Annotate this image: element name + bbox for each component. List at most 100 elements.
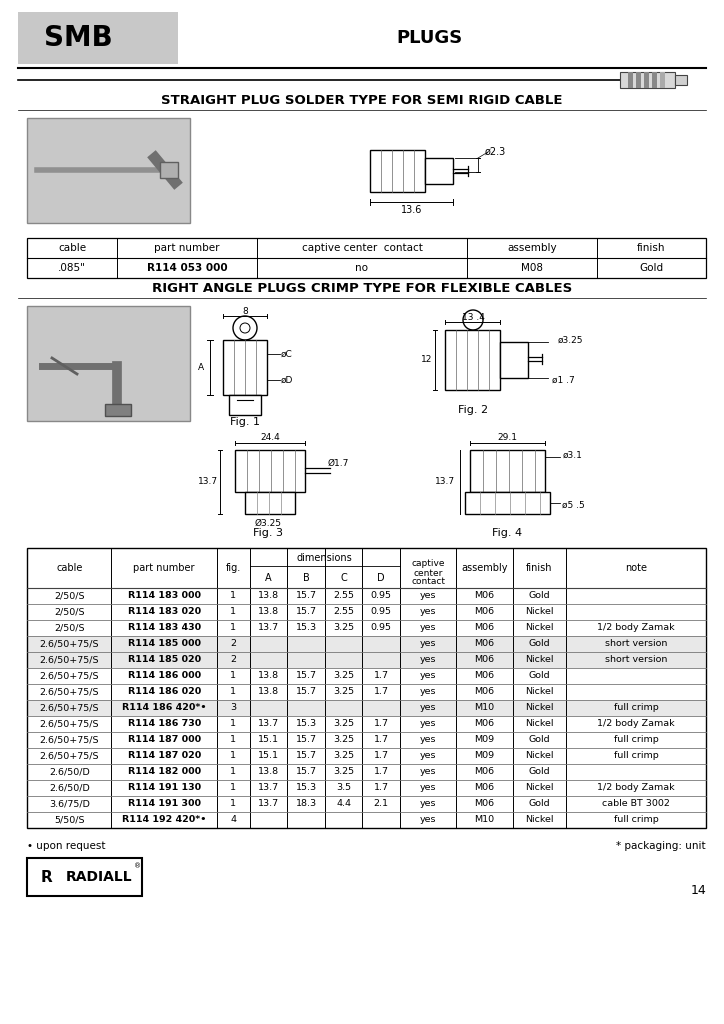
- Text: 1.7: 1.7: [374, 735, 389, 744]
- Bar: [245, 492, 295, 514]
- Text: .085": .085": [58, 263, 86, 273]
- Text: 2.6/50+75/S: 2.6/50+75/S: [40, 687, 99, 696]
- Bar: [235, 450, 305, 492]
- Text: • upon request: • upon request: [27, 841, 106, 851]
- Text: contact: contact: [411, 578, 445, 587]
- Text: RADIALL: RADIALL: [66, 870, 132, 884]
- Text: ø5 .5: ø5 .5: [562, 501, 584, 510]
- Text: 2/50/S: 2/50/S: [54, 592, 85, 600]
- Text: 13.7: 13.7: [258, 720, 279, 728]
- Text: 2.6/50+75/S: 2.6/50+75/S: [40, 672, 99, 681]
- Bar: [500, 342, 528, 378]
- Text: R114 191 300: R114 191 300: [127, 800, 201, 809]
- Text: yes: yes: [420, 640, 437, 648]
- Text: 13.6: 13.6: [401, 205, 423, 215]
- Text: Nickel: Nickel: [525, 783, 554, 793]
- Bar: [370, 150, 425, 193]
- Text: 15.3: 15.3: [295, 720, 316, 728]
- Text: Nickel: Nickel: [525, 607, 554, 616]
- Text: M06: M06: [474, 624, 494, 633]
- Text: 1/2 body Zamak: 1/2 body Zamak: [597, 624, 675, 633]
- Text: short version: short version: [605, 640, 668, 648]
- Text: center: center: [413, 568, 443, 578]
- Text: 1.7: 1.7: [374, 768, 389, 776]
- Text: yes: yes: [420, 703, 437, 713]
- Text: 13.7: 13.7: [198, 477, 218, 486]
- Text: Fig. 1: Fig. 1: [230, 417, 260, 427]
- Text: 2/50/S: 2/50/S: [54, 624, 85, 633]
- Text: full crimp: full crimp: [614, 815, 659, 824]
- Text: ø3.25: ø3.25: [557, 336, 583, 344]
- Text: 15.1: 15.1: [258, 752, 279, 761]
- Text: 3.25: 3.25: [333, 768, 354, 776]
- Text: R114 191 130: R114 191 130: [127, 783, 201, 793]
- Text: 1: 1: [230, 607, 237, 616]
- Bar: [27, 548, 706, 828]
- Text: Nickel: Nickel: [525, 624, 554, 633]
- Text: R114 186 000: R114 186 000: [127, 672, 201, 681]
- Text: Fig. 4: Fig. 4: [492, 528, 522, 538]
- Text: fig.: fig.: [226, 563, 241, 573]
- Text: R114 187 000: R114 187 000: [127, 735, 201, 744]
- Bar: [652, 72, 657, 88]
- Text: M06: M06: [474, 687, 494, 696]
- Text: M06: M06: [474, 783, 494, 793]
- Text: Nickel: Nickel: [525, 720, 554, 728]
- Text: øD: øD: [281, 376, 293, 384]
- Text: 1.7: 1.7: [374, 752, 389, 761]
- Text: 13.7: 13.7: [258, 783, 279, 793]
- Text: yes: yes: [420, 607, 437, 616]
- Text: A: A: [265, 573, 272, 583]
- Text: M06: M06: [474, 592, 494, 600]
- Text: D: D: [377, 573, 385, 583]
- Bar: [620, 72, 675, 88]
- Text: 1: 1: [230, 783, 237, 793]
- Text: 4: 4: [230, 815, 237, 824]
- Text: R114 183 000: R114 183 000: [127, 592, 201, 600]
- Text: 1/2 body Zamak: 1/2 body Zamak: [597, 783, 675, 793]
- Text: part number: part number: [133, 563, 195, 573]
- Text: 1.7: 1.7: [374, 687, 389, 696]
- Text: Nickel: Nickel: [525, 687, 554, 696]
- Text: 13.7: 13.7: [258, 624, 279, 633]
- Text: 2: 2: [230, 655, 237, 665]
- Text: R114 186 020: R114 186 020: [127, 687, 201, 696]
- Text: R114 053 000: R114 053 000: [147, 263, 227, 273]
- Text: 15.7: 15.7: [295, 735, 316, 744]
- Text: R114 182 000: R114 182 000: [127, 768, 201, 776]
- Text: yes: yes: [420, 800, 437, 809]
- Text: 13.8: 13.8: [258, 672, 279, 681]
- Text: 2.6/50+75/S: 2.6/50+75/S: [40, 640, 99, 648]
- Bar: [27, 306, 190, 421]
- Text: 15.7: 15.7: [295, 752, 316, 761]
- Bar: [105, 404, 131, 416]
- Text: 1: 1: [230, 624, 237, 633]
- Text: Nickel: Nickel: [525, 752, 554, 761]
- Text: 13.8: 13.8: [258, 768, 279, 776]
- Bar: [660, 72, 665, 88]
- Text: captive center  contact: captive center contact: [302, 243, 422, 253]
- Text: full crimp: full crimp: [614, 703, 659, 713]
- Text: Nickel: Nickel: [525, 703, 554, 713]
- Text: C: C: [340, 573, 347, 583]
- Text: yes: yes: [420, 624, 437, 633]
- Text: 15.1: 15.1: [258, 735, 279, 744]
- Text: 3.25: 3.25: [333, 735, 354, 744]
- Text: 1: 1: [230, 687, 237, 696]
- Bar: [18, 12, 178, 63]
- Text: M09: M09: [474, 735, 494, 744]
- Text: 15.7: 15.7: [295, 607, 316, 616]
- Text: yes: yes: [420, 592, 437, 600]
- Text: 1: 1: [230, 672, 237, 681]
- Text: cable: cable: [58, 243, 86, 253]
- Text: 2.55: 2.55: [333, 592, 354, 600]
- Bar: [628, 72, 633, 88]
- Text: 13.7: 13.7: [258, 800, 279, 809]
- Text: SMB: SMB: [43, 24, 112, 52]
- Text: part number: part number: [154, 243, 220, 253]
- Text: 29.1: 29.1: [497, 433, 517, 442]
- Text: full crimp: full crimp: [614, 735, 659, 744]
- Text: 0.95: 0.95: [371, 592, 392, 600]
- Text: 1: 1: [230, 768, 237, 776]
- Text: no: no: [355, 263, 369, 273]
